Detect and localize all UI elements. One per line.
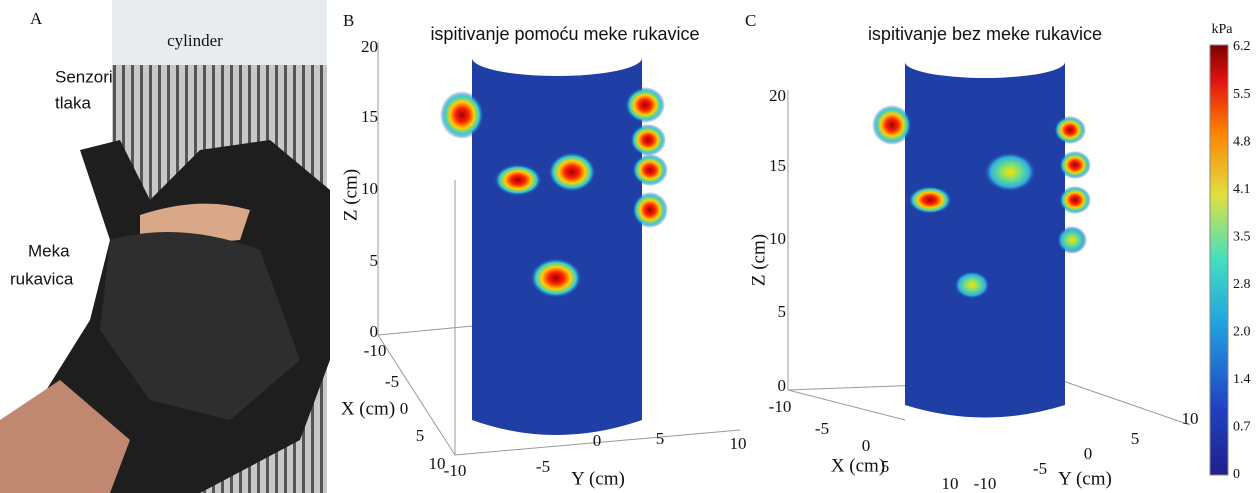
x-tick-label: -5 (385, 372, 399, 391)
z-tick-label: 10 (361, 179, 378, 198)
panel-label: B (343, 11, 354, 30)
x-tick-label: 0 (862, 436, 871, 455)
annotation: Meka (28, 241, 70, 260)
z-tick-label: 20 (769, 86, 786, 105)
panel-title: ispitivanje pomoću meke rukavice (430, 24, 699, 44)
axis-label: X (cm) (341, 398, 395, 419)
z-tick-label: 0 (370, 322, 379, 341)
panel-label: A (30, 9, 43, 28)
x-tick-label: 0 (400, 399, 409, 418)
colorbar-unit: kPa (1212, 22, 1234, 37)
annotation: tlaka (55, 93, 91, 112)
panel-label: C (745, 11, 756, 30)
axis-label: Y (cm) (571, 468, 625, 489)
colorbar-tick-label: 1.4 (1233, 372, 1251, 387)
panel-title: ispitivanje bez meke rukavice (868, 24, 1102, 44)
y-tick-label: 5 (656, 429, 665, 448)
y-tick-label: -10 (974, 474, 997, 493)
cylinder-map (787, 46, 1191, 426)
z-tick-label: 0 (778, 376, 787, 395)
y-tick-label: 0 (593, 431, 602, 450)
x-tick-label: 10 (429, 454, 446, 473)
axis-label: Z (cm) (748, 234, 769, 286)
cylinder-map (377, 40, 741, 456)
x-tick-label: -10 (364, 341, 387, 360)
annotation: rukavica (10, 269, 74, 288)
y-tick-label: 10 (1182, 409, 1199, 428)
z-tick-label: 20 (361, 37, 378, 56)
y-tick-label: -10 (444, 461, 467, 480)
z-tick-label: 10 (769, 229, 786, 248)
colorbar-tick-label: 2.0 (1233, 325, 1251, 340)
annotation: Senzori (55, 67, 113, 86)
y-tick-label: 5 (1131, 429, 1140, 448)
colorbar-tick-label: 4.1 (1233, 182, 1251, 197)
colorbar-tick-label: 6.2 (1233, 39, 1251, 54)
x-tick-label: 5 (881, 457, 890, 476)
axis-label: X (cm) (831, 455, 885, 476)
axis-label: Z (cm) (340, 169, 361, 221)
x-tick-label: -10 (769, 397, 792, 416)
colorbar (1209, 44, 1229, 476)
x-tick-label: 5 (416, 426, 425, 445)
z-tick-label: 15 (361, 107, 378, 126)
colorbar-tick-label: 2.8 (1233, 277, 1251, 292)
colorbar-tick-label: 5.5 (1233, 87, 1251, 102)
y-tick-label: 10 (730, 434, 747, 453)
z-tick-label: 15 (769, 156, 786, 175)
colorbar-tick-label: 0 (1233, 467, 1240, 482)
z-tick-label: 5 (370, 251, 379, 270)
x-tick-label: 10 (942, 474, 959, 493)
photo (0, 0, 330, 493)
y-tick-label: -5 (1033, 459, 1047, 478)
y-tick-label: -5 (536, 457, 550, 476)
colorbar-tick-label: 4.8 (1233, 134, 1251, 149)
colorbar-tick-label: 3.5 (1233, 229, 1251, 244)
x-tick-label: -5 (815, 419, 829, 438)
y-tick-label: 0 (1084, 444, 1093, 463)
photo-label: cylinder (167, 31, 223, 50)
z-tick-label: 5 (778, 302, 787, 321)
colorbar-tick-label: 0.7 (1233, 420, 1251, 435)
axis-label: Y (cm) (1058, 468, 1112, 489)
